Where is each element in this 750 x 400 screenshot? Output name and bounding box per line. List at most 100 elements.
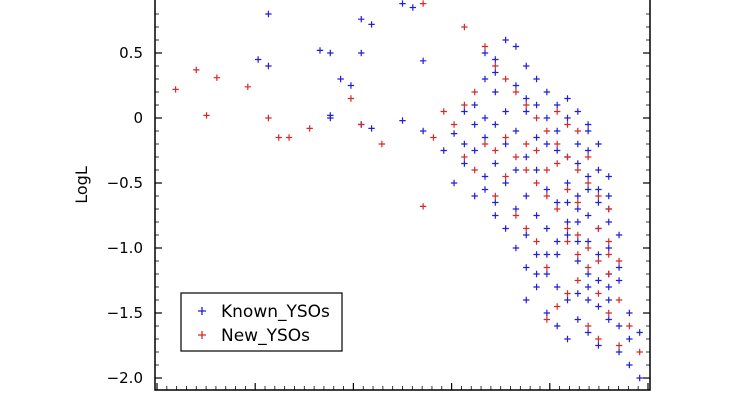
- data-point: [533, 270, 540, 278]
- data-point: [543, 225, 551, 232]
- data-point: [533, 212, 540, 219]
- data-point: [626, 309, 633, 317]
- data-point: [502, 173, 509, 180]
- data-point: [595, 335, 602, 343]
- data-point: [636, 374, 643, 382]
- data-point: [481, 140, 489, 148]
- data-point: [564, 179, 571, 187]
- data-point: [265, 62, 272, 70]
- data-point: [533, 179, 540, 187]
- y-axis-ticks: 0.5 0 −0.5 −1.0 −1.5 −2.0: [107, 13, 650, 387]
- data-point: [605, 238, 612, 245]
- data-point: [553, 303, 561, 310]
- data-point: [419, 203, 427, 210]
- data-point: [626, 361, 633, 369]
- data-point: [553, 199, 561, 206]
- data-point: [368, 125, 375, 132]
- data-point: [512, 212, 520, 219]
- data-point: [368, 21, 375, 28]
- data-point: [584, 153, 592, 161]
- data-point: [450, 179, 458, 187]
- data-point: [636, 329, 643, 336]
- data-point: [543, 309, 551, 317]
- data-point: [605, 316, 612, 323]
- data-point: [358, 121, 365, 128]
- data-point: [285, 134, 293, 141]
- data-point: [254, 56, 262, 63]
- data-point: [523, 264, 530, 271]
- data-point: [574, 205, 582, 213]
- data-point: [419, 127, 427, 135]
- data-point: [358, 49, 365, 57]
- data-point: [574, 140, 582, 148]
- data-point: [358, 16, 365, 23]
- data-point: [512, 43, 520, 50]
- data-point: [564, 335, 571, 343]
- data-point: [615, 231, 623, 239]
- data-point: [595, 277, 602, 284]
- data-point: [461, 23, 468, 31]
- data-point: [461, 108, 468, 115]
- data-point: [512, 205, 520, 213]
- data-point: [584, 296, 592, 304]
- data-point: [543, 192, 551, 200]
- data-point: [523, 166, 530, 174]
- data-point: [533, 75, 540, 83]
- data-point: [512, 166, 520, 174]
- data-point: [564, 290, 571, 297]
- data-point: [574, 160, 582, 167]
- data-point: [595, 192, 602, 200]
- data-point: [564, 199, 571, 206]
- data-point: [564, 186, 571, 193]
- data-point: [481, 49, 489, 57]
- data-point: [492, 62, 499, 70]
- y-tick-label: −2.0: [107, 369, 143, 387]
- data-point: [543, 166, 551, 174]
- data-point: [543, 270, 551, 278]
- data-point: [584, 322, 592, 330]
- data-point: [564, 121, 571, 128]
- data-point: [584, 244, 592, 252]
- data-point: [615, 257, 623, 265]
- data-point: [523, 95, 530, 102]
- data-point: [574, 166, 582, 174]
- data-point: [574, 192, 582, 200]
- data-point: [502, 75, 509, 83]
- data-point: [481, 186, 489, 193]
- data-point: [553, 251, 561, 258]
- data-point: [574, 257, 582, 265]
- data-point: [399, 0, 406, 7]
- data-point: [574, 127, 582, 135]
- data-point: [584, 173, 592, 180]
- data-point: [574, 218, 582, 226]
- data-point: [543, 140, 551, 148]
- data-point: [574, 316, 582, 323]
- data-point: [523, 192, 530, 200]
- data-point: [523, 225, 530, 232]
- data-point: [564, 218, 571, 226]
- data-point: [553, 205, 561, 213]
- data-point: [327, 49, 334, 57]
- data-point: [471, 166, 478, 174]
- data-point: [553, 160, 561, 167]
- data-point: [636, 348, 643, 356]
- data-point: [502, 179, 509, 187]
- data-point: [419, 0, 427, 7]
- legend-marker: [198, 307, 206, 315]
- data-point: [584, 270, 592, 278]
- data-point: [553, 283, 561, 291]
- data-point: [265, 10, 272, 18]
- y-axis-label: LogL: [72, 166, 91, 204]
- data-point: [492, 121, 499, 128]
- data-point: [502, 36, 509, 44]
- legend-label: Known_YSOs: [221, 302, 330, 322]
- data-point: [450, 130, 458, 137]
- data-point: [533, 101, 540, 109]
- data-point: [430, 134, 437, 141]
- data-point: [523, 231, 530, 239]
- data-point: [492, 147, 499, 154]
- data-point: [626, 335, 633, 343]
- data-point: [471, 88, 478, 96]
- data-point: [461, 101, 468, 109]
- data-point: [584, 212, 592, 219]
